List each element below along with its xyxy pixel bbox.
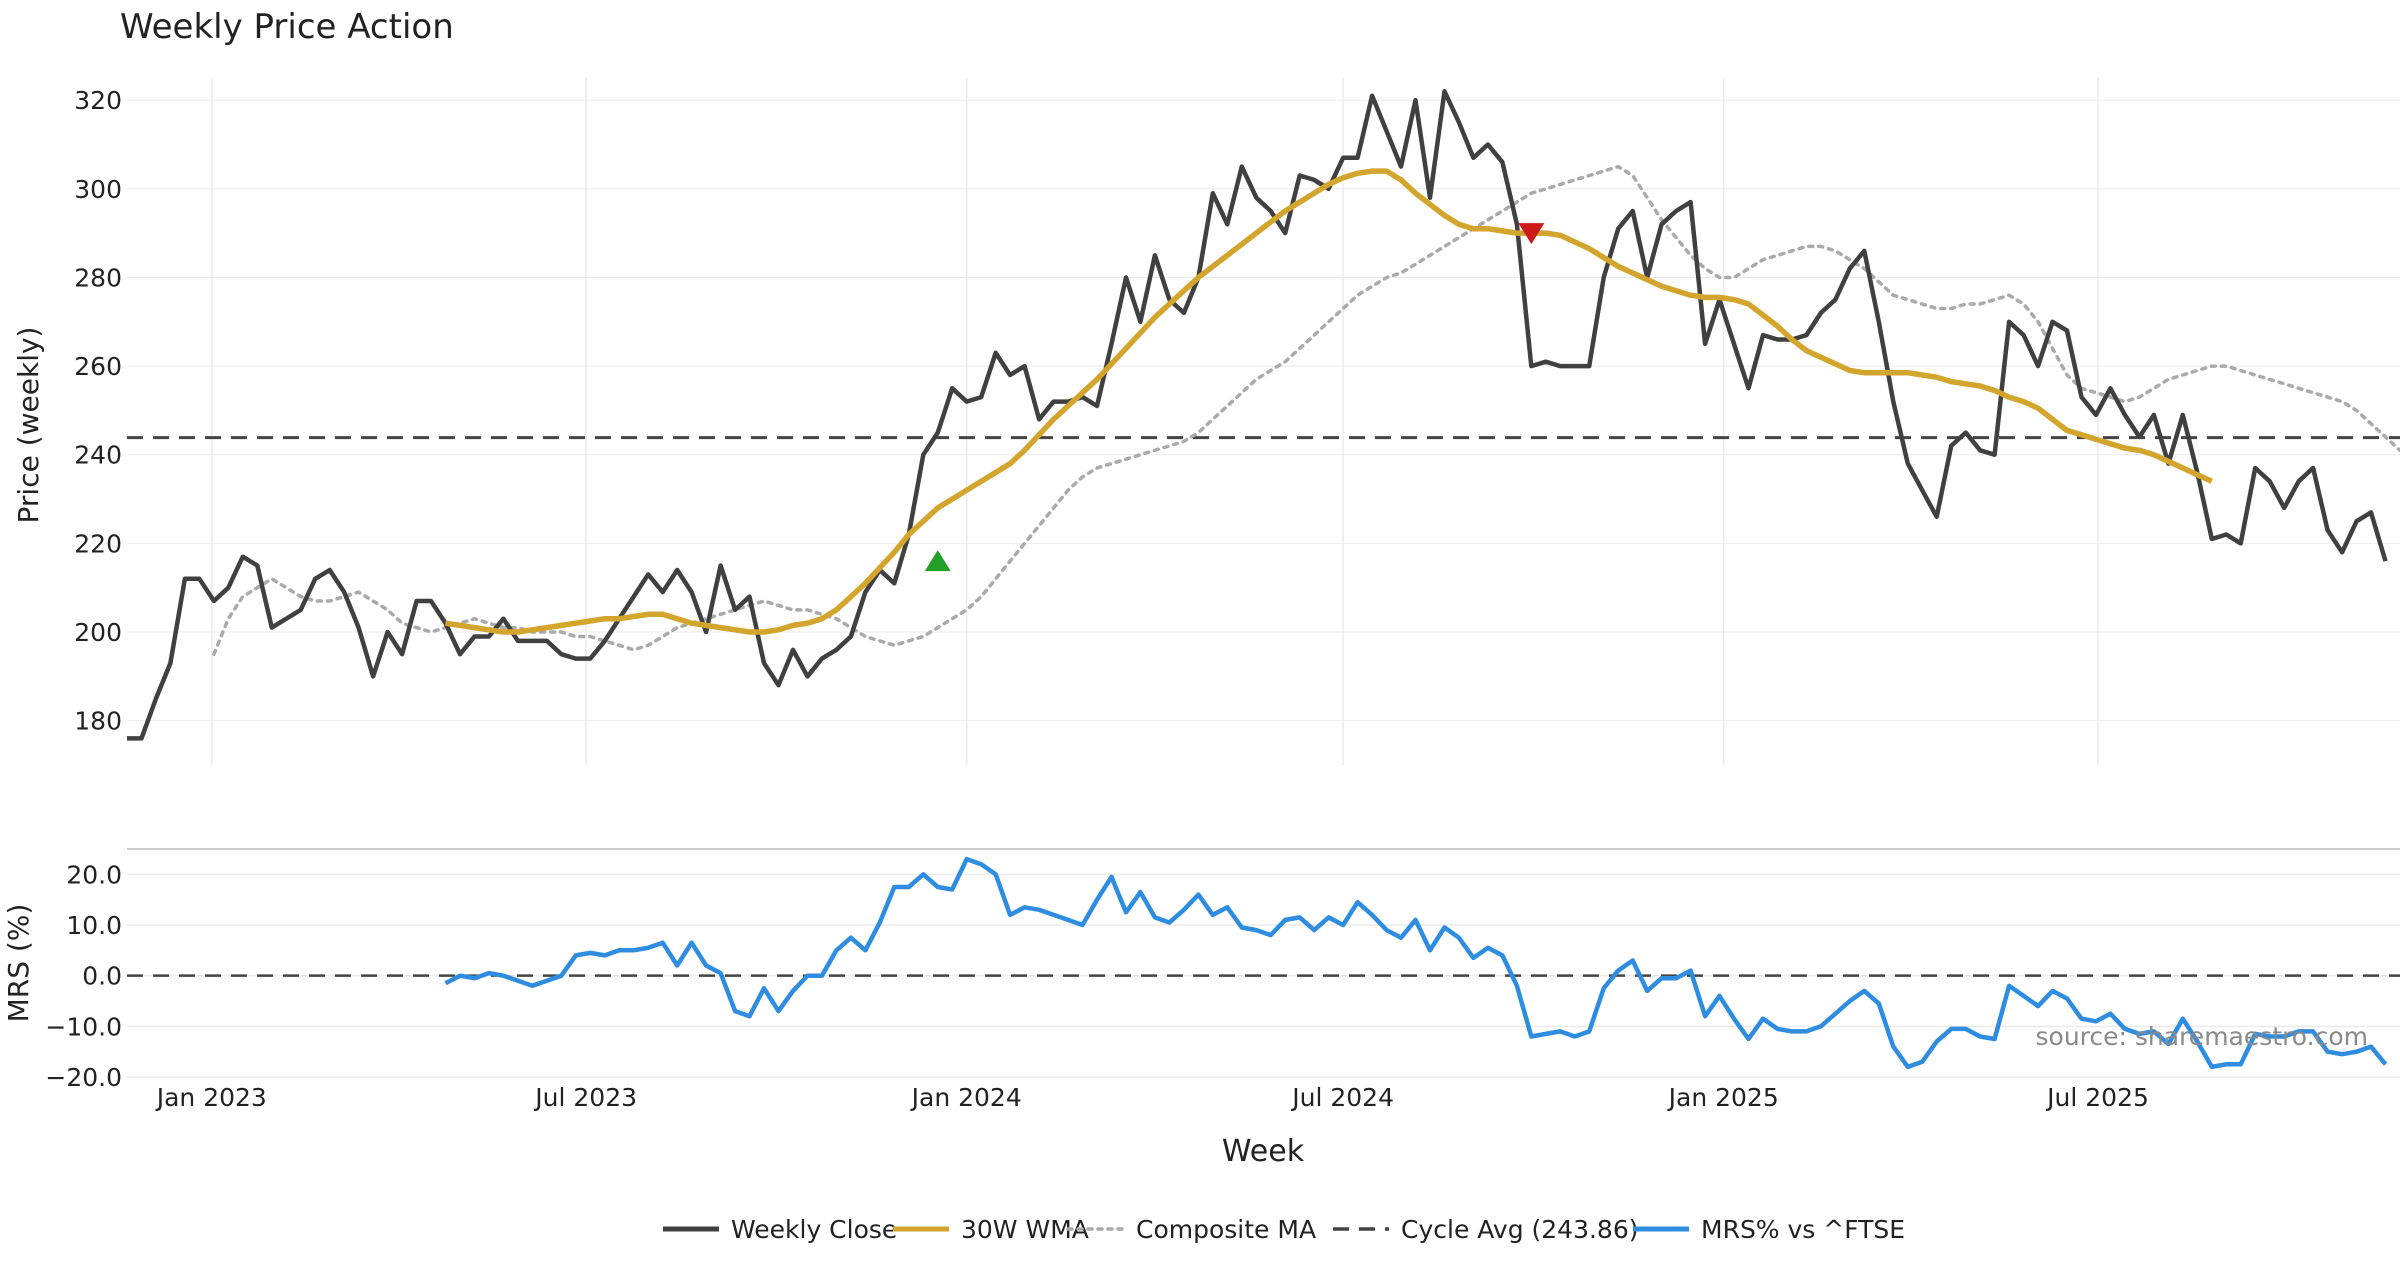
legend-label: MRS% vs ^FTSE: [1701, 1215, 1905, 1244]
mrs-y-tick-label: 10.0: [66, 911, 122, 940]
price-y-tick-label: 320: [74, 86, 122, 115]
legend: Weekly Close 30W WMA Composite MA Cycle Avg…: [663, 1215, 1905, 1244]
legend-label: Composite MA: [1136, 1215, 1316, 1244]
price-y-tick-label: 280: [74, 263, 122, 292]
mrs-series-group: [127, 856, 2400, 1070]
x-tick-label: Jul 2025: [2045, 1083, 2149, 1112]
price-y-tick-label: 260: [74, 352, 122, 381]
price-y-tick-label: 220: [74, 529, 122, 558]
mrs-y-tick-label: 20.0: [66, 860, 122, 889]
sell-signal-marker: [1518, 223, 1545, 245]
price-y-ticks: 180 200 220 240 260 280 300 320: [74, 86, 122, 736]
price-y-tick-label: 180: [74, 707, 122, 736]
price-y-axis-label: Price (weekly): [12, 327, 45, 524]
wma-30w-line: [445, 168, 2213, 635]
x-tick-label: Jul 2024: [1290, 1083, 1394, 1112]
x-axis-label: Week: [1222, 1134, 1305, 1169]
mrs-line: [444, 856, 2388, 1070]
price-y-tick-label: 200: [74, 618, 122, 647]
legend-label: Cycle Avg (243.86): [1401, 1215, 1639, 1244]
x-tick-label: Jan 2024: [910, 1083, 1022, 1112]
x-tick-label: Jan 2023: [155, 1083, 267, 1112]
composite-ma-line: [212, 164, 2400, 656]
chart-title: Weekly Price Action: [120, 7, 454, 47]
price-y-tick-label: 300: [74, 175, 122, 204]
source-watermark: source: sharemaestro.com: [2036, 1022, 2369, 1051]
weekly-close-line: [127, 89, 2388, 741]
mrs-y-axis-label: MRS (%): [2, 904, 35, 1023]
mrs-y-tick-label: 0.0: [82, 962, 122, 991]
mrs-y-tick-label: −10.0: [45, 1012, 122, 1041]
price-grid: [127, 78, 2400, 765]
x-tick-label: Jul 2023: [533, 1083, 637, 1112]
price-series-group: [127, 89, 2400, 741]
signal-markers: [924, 223, 1545, 572]
x-axis-ticks: Jan 2023 Jul 2023 Jan 2024 Jul 2024 Jan 2025…: [155, 1083, 2149, 1112]
price-y-tick-label: 240: [74, 441, 122, 470]
mrs-y-ticks: 20.0 10.0 0.0 −10.0 −20.0: [45, 860, 122, 1092]
mrs-y-tick-label: −20.0: [45, 1063, 122, 1092]
buy-signal-marker: [924, 550, 951, 572]
x-tick-label: Jan 2025: [1667, 1083, 1779, 1112]
legend-label: Weekly Close: [731, 1215, 897, 1244]
